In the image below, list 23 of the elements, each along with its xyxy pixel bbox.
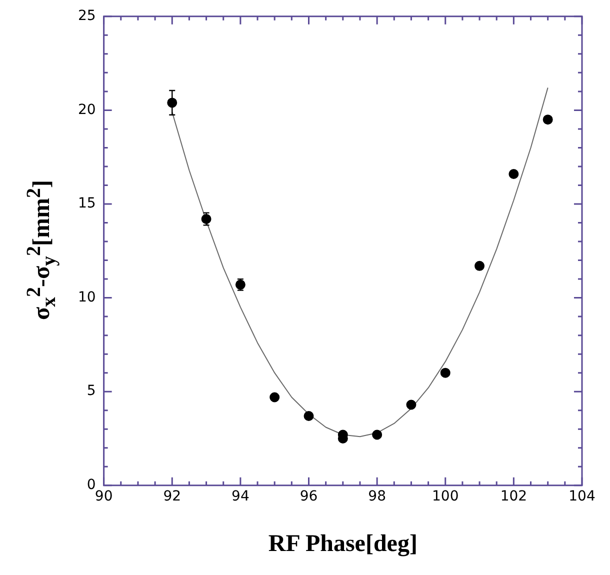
point [474,260,485,271]
x-axis-title: RF Phase[deg] [268,530,418,557]
y-tick-label: 0 [86,477,96,494]
x-tick-label: 90 [94,488,113,504]
point [440,368,450,378]
x-tick-label: 104 [568,488,596,504]
x-tick-label: 100 [432,488,459,504]
point [406,400,416,410]
point [372,430,382,440]
y-tick-label: 5 [86,383,96,400]
point [508,168,519,179]
point [270,392,280,402]
y-tick-label: 25 [78,8,96,24]
x-tick-label: 96 [300,488,318,504]
y-tick-label: 10 [78,289,96,306]
x-tick-label: 102 [500,488,528,504]
y-tick-label: 15 [78,196,96,212]
x-tick-label: 98 [368,488,386,504]
x-tick-label: 94 [232,488,250,504]
x-tick-label: 92 [163,488,182,504]
point [304,410,314,421]
y-tick-label: 20 [78,102,96,118]
point [542,114,553,125]
